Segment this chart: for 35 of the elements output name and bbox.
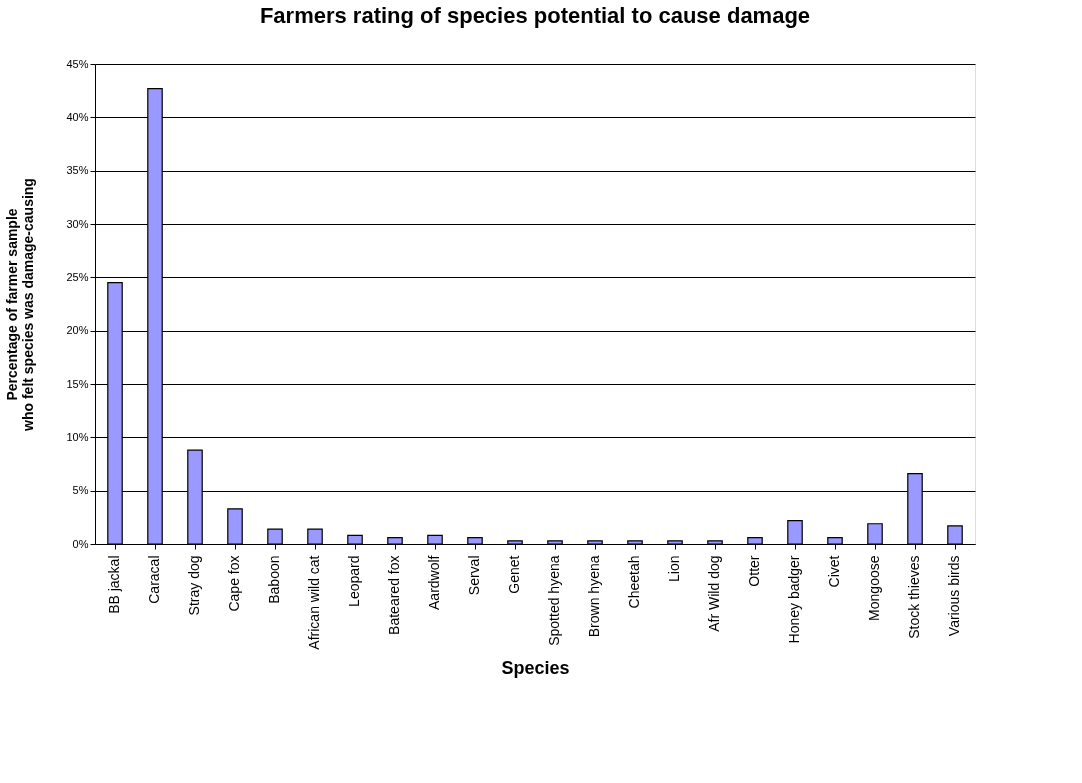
chart-title: Farmers rating of species potential to cause damage	[259, 3, 811, 28]
x-tick-label: Genet	[506, 555, 522, 594]
y-tick-label: 40%	[66, 110, 89, 123]
x-tick-label: Lion	[666, 555, 682, 582]
x-tick-label: Brown hyena	[586, 555, 602, 638]
x-tick-label: Spotted hyena	[546, 555, 562, 646]
x-tick-label: Various birds	[946, 555, 962, 637]
x-tick-label: Stray dog	[186, 555, 202, 616]
x-tick-label: Afr Wild dog	[706, 555, 722, 632]
x-tick-label: Leopard	[346, 555, 362, 607]
x-tick-label: Honey badger	[786, 555, 802, 644]
y-tick-label: 0%	[72, 537, 89, 550]
y-tick-label: 5%	[72, 484, 89, 497]
x-tick-label: Mongoose	[866, 555, 882, 621]
x-tick-label: Stock thieves	[906, 555, 922, 639]
y-tick-label: 15%	[66, 377, 89, 390]
x-tick-label: Caracal	[146, 555, 162, 604]
y-tick-label: 20%	[66, 324, 89, 337]
y-axis-title: Percentage of farmer sample who felt species was damage-causing	[4, 178, 37, 432]
x-tick-label: Civet	[826, 555, 842, 588]
x-tick-label: Cape fox	[226, 555, 242, 612]
y-tick-label: 35%	[66, 164, 89, 177]
y-tick-label: 30%	[66, 217, 89, 230]
y-tick-label: 45%	[66, 57, 89, 70]
y-tick-label: 10%	[66, 430, 89, 443]
x-tick-label: Otter	[746, 555, 762, 587]
x-axis-title: Species	[501, 657, 570, 678]
y-tick-label: 25%	[66, 270, 89, 283]
x-tick-label: Cheetah	[626, 555, 642, 609]
x-tick-label: Bateared fox	[386, 555, 402, 635]
x-tick-label: African wild cat	[306, 555, 322, 650]
x-tick-label: Aardwolf	[426, 555, 442, 610]
x-tick-label: Serval	[466, 555, 482, 596]
x-tick-label: Baboon	[266, 555, 282, 604]
x-tick-label: BB jackal	[106, 555, 122, 614]
